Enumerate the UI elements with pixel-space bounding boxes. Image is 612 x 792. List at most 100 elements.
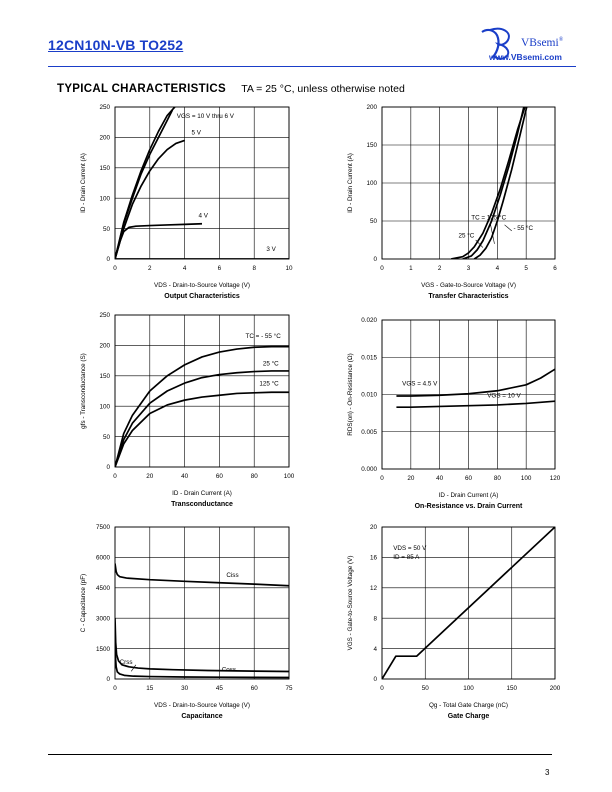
x-tick-label: 45 — [216, 685, 224, 692]
y-tick-label: 150 — [99, 373, 110, 380]
x-tick-label: 4 — [496, 265, 500, 272]
series-annotation: Coss — [222, 666, 236, 673]
chart-transfer: 0 1 2 3 4 5 6 0 50 100 150 200 TC = 125 °C 25 °C - 55 … — [347, 104, 557, 300]
y-tick-label: 50 — [370, 218, 378, 225]
x-tick-label: 20 — [407, 475, 415, 482]
x-tick-label: 50 — [422, 685, 430, 692]
y-tick-label: 4500 — [96, 585, 111, 592]
x-tick-label: 5 — [524, 265, 528, 272]
x-tick-label: 150 — [506, 685, 517, 692]
y-tick-label: 250 — [99, 312, 110, 319]
series-line — [115, 107, 176, 259]
x-tick-label: 60 — [251, 685, 259, 692]
page-number: 3 — [545, 768, 550, 777]
x-tick-label: 4 — [183, 265, 187, 272]
plot-frame — [114, 526, 290, 680]
y-axis-label: RDS(on) - On-Resistance (Ω) — [347, 353, 354, 435]
series-line — [115, 650, 289, 679]
y-tick-label: 0 — [373, 256, 377, 263]
x-axis-label: VDS - Drain-to-Source Voltage (V) — [154, 702, 250, 709]
plot-frame — [381, 319, 556, 470]
chart-title: Output Characteristics — [164, 293, 240, 300]
y-tick-label: 0.015 — [361, 354, 377, 361]
series-annotation: 25 °C — [458, 232, 474, 240]
series-line — [115, 370, 289, 467]
y-tick-label: 250 — [99, 104, 110, 111]
series-annotation: VGS = 4.5 V — [402, 381, 438, 388]
x-axis-label: VDS - Drain-to-Source Voltage (V) — [154, 282, 250, 289]
pointer-line — [504, 224, 512, 232]
y-tick-label: 16 — [370, 555, 378, 562]
series-annotation: Crss — [120, 659, 133, 666]
series-annotation: 3 V — [266, 246, 276, 253]
x-tick-label: 10 — [285, 265, 293, 272]
series-line — [115, 345, 289, 467]
brand-name: VBsemi® — [521, 37, 564, 49]
y-tick-label: 0.010 — [361, 392, 377, 399]
x-tick-label: 6 — [218, 265, 222, 272]
y-tick-label: 20 — [370, 524, 378, 531]
series-line — [115, 109, 174, 259]
pointer-line — [489, 222, 495, 244]
x-tick-label: 80 — [494, 475, 502, 482]
y-tick-label: 0 — [106, 464, 110, 471]
series-annotation: 4 V — [199, 213, 209, 220]
series-annotation: 125 °C — [259, 380, 279, 388]
x-axis-label: ID - Drain Current (A) — [172, 490, 232, 497]
y-tick-label: 100 — [99, 195, 110, 202]
x-tick-label: 60 — [465, 475, 473, 482]
plot-frame — [114, 106, 290, 260]
series-line — [115, 139, 185, 259]
header-rule — [48, 66, 576, 67]
y-tick-label: 0.000 — [361, 466, 377, 473]
y-axis-label: ID - Drain Current (A) — [80, 153, 87, 213]
x-tick-label: 0 — [113, 473, 117, 480]
part-title: 12CN10N-VB TO252 — [48, 37, 184, 53]
x-tick-label: 80 — [251, 473, 259, 480]
series-line — [462, 107, 525, 259]
x-tick-label: 2 — [148, 265, 152, 272]
y-tick-label: 6000 — [96, 555, 111, 562]
y-tick-label: 0.005 — [361, 429, 377, 436]
pointer-line — [130, 664, 137, 672]
chart-title: Transconductance — [171, 501, 233, 508]
x-tick-label: 120 — [550, 475, 561, 482]
x-tick-label: 1 — [409, 265, 413, 272]
x-tick-label: 30 — [181, 685, 189, 692]
y-tick-label: 12 — [370, 585, 378, 592]
brand-website[interactable]: www.VBsemi.com — [489, 52, 562, 62]
x-tick-label: 6 — [553, 265, 557, 272]
x-tick-label: 60 — [216, 473, 224, 480]
x-tick-label: 40 — [181, 473, 189, 480]
series-line — [473, 107, 528, 259]
series-annotation: 25 °C — [263, 359, 279, 367]
series-annotation: ID = 85 A — [393, 554, 420, 561]
series-line — [115, 563, 289, 587]
plot-frame — [381, 106, 556, 260]
x-tick-label: 0 — [380, 685, 384, 692]
x-tick-label: 100 — [284, 473, 295, 480]
series-line — [115, 222, 203, 259]
x-tick-label: 40 — [436, 475, 444, 482]
x-tick-label: 0 — [380, 475, 384, 482]
chart-title: Gate Charge — [448, 713, 490, 720]
y-tick-label: 1500 — [96, 646, 111, 653]
x-tick-label: 2 — [438, 265, 442, 272]
y-tick-label: 100 — [99, 403, 110, 410]
footer-rule — [48, 754, 552, 755]
y-tick-label: 7500 — [96, 524, 111, 531]
x-tick-label: 3 — [467, 265, 471, 272]
series-annotation: - 55 °C — [513, 224, 533, 232]
registered-mark: ® — [558, 37, 564, 44]
section-title: TYPICAL CHARACTERISTICS — [57, 83, 226, 95]
x-axis-label: Qg - Total Gate Charge (nC) — [429, 702, 508, 709]
y-axis-label: gfs - Transconductance (S) — [80, 353, 87, 429]
series-annotation: VGS = 10 V — [487, 392, 521, 399]
series-line — [382, 527, 555, 679]
y-tick-label: 150 — [366, 142, 377, 149]
chart-title: Transfer Characteristics — [428, 293, 508, 300]
y-tick-label: 0 — [373, 676, 377, 683]
x-axis-label: ID - Drain Current (A) — [439, 492, 499, 499]
series-annotation: VDS = 50 V — [393, 545, 427, 552]
